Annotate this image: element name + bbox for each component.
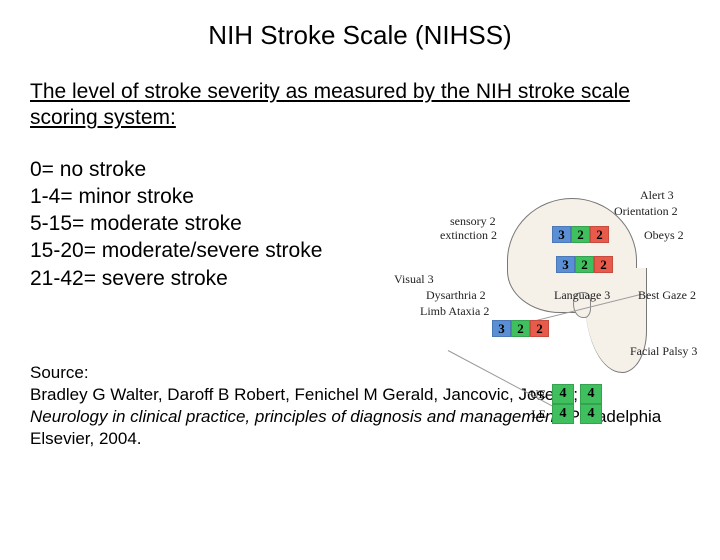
subtitle-text: The level of stroke severity as measured… bbox=[30, 79, 690, 132]
label-dysarthria: Dysarthria 2 bbox=[426, 288, 486, 303]
score-cell: 3 bbox=[552, 226, 571, 243]
limb-row-ue: UE 4 4 bbox=[526, 384, 602, 404]
label-obeys: Obeys 2 bbox=[644, 228, 684, 243]
score-box-top: 3 2 2 bbox=[552, 226, 609, 243]
score-cell: 2 bbox=[571, 226, 590, 243]
limb-row-le: LE 4 4 bbox=[526, 404, 602, 424]
limb-label: UE bbox=[526, 387, 546, 402]
score-cell: 2 bbox=[590, 226, 609, 243]
label-visual: Visual 3 bbox=[394, 272, 434, 287]
score-box-mid: 3 2 2 bbox=[556, 256, 613, 273]
head-diagram: Alert 3 Orientation 2 Obeys 2 sensory 2 … bbox=[392, 190, 702, 430]
limb-cell: 4 bbox=[552, 404, 574, 424]
limb-cell: 4 bbox=[552, 384, 574, 404]
score-cell: 2 bbox=[530, 320, 549, 337]
label-alert: Alert 3 bbox=[640, 188, 674, 203]
label-facialpalsy: Facial Palsy 3 bbox=[630, 344, 697, 359]
limb-label: LE bbox=[526, 407, 546, 422]
label-orientation: Orientation 2 bbox=[614, 204, 678, 219]
label-bestgaze: Best Gaze 2 bbox=[638, 288, 696, 303]
score-cell: 2 bbox=[511, 320, 530, 337]
limb-score-grid: UE 4 4 LE 4 4 bbox=[526, 384, 602, 424]
label-sensory: sensory 2 bbox=[450, 214, 496, 229]
score-cell: 3 bbox=[556, 256, 575, 273]
label-language: Language 3 bbox=[554, 288, 610, 303]
page-title: NIH Stroke Scale (NIHSS) bbox=[0, 20, 720, 51]
limb-cell: 4 bbox=[580, 404, 602, 424]
score-cell: 2 bbox=[575, 256, 594, 273]
score-cell: 2 bbox=[594, 256, 613, 273]
score-cell: 3 bbox=[492, 320, 511, 337]
label-limbataxia: Limb Ataxia 2 bbox=[420, 304, 489, 319]
score-box-bottom: 3 2 2 bbox=[492, 320, 549, 337]
head-outline bbox=[507, 198, 637, 368]
limb-cell: 4 bbox=[580, 384, 602, 404]
scale-item: 0= no stroke bbox=[30, 156, 720, 183]
label-extinction: extinction 2 bbox=[440, 228, 497, 243]
